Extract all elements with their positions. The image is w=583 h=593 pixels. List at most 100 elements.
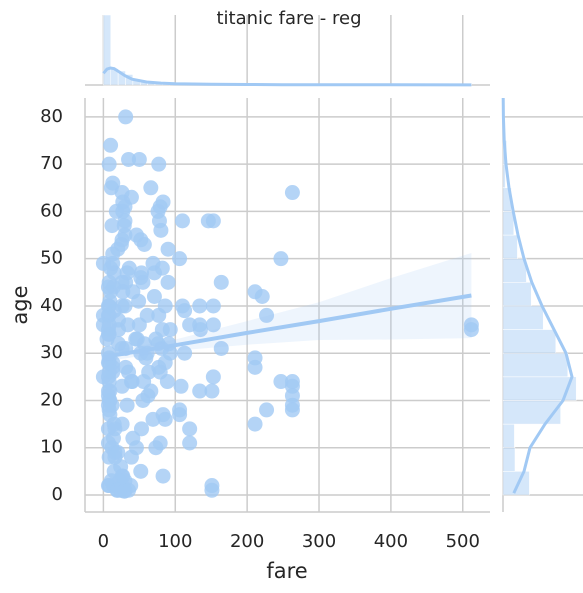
scatter-point: [160, 274, 176, 290]
scatter-point: [100, 298, 116, 314]
y-tick-label: 0: [52, 484, 63, 505]
histogram-bar: [502, 447, 516, 472]
scatter-point: [157, 411, 173, 427]
y-tick-label: 70: [40, 153, 63, 174]
scatter-point: [204, 383, 220, 399]
scatter-point: [273, 251, 289, 267]
scatter-point: [259, 402, 275, 418]
scatter-point: [119, 265, 135, 281]
x-tick-label: 300: [302, 531, 336, 552]
x-tick-label: 400: [374, 531, 408, 552]
scatter-point: [150, 203, 166, 219]
histogram-bar: [502, 329, 557, 354]
scatter-point: [103, 137, 119, 153]
scatter-point: [162, 322, 178, 338]
scatter-point: [155, 468, 171, 484]
scatter-point: [95, 255, 111, 271]
histogram-bar: [502, 258, 527, 283]
scatter-point: [104, 218, 120, 234]
scatter-point: [113, 237, 129, 253]
scatter-point: [116, 218, 132, 234]
y-tick-label: 20: [40, 389, 63, 410]
y-tick-label: 30: [40, 342, 63, 363]
scatter-point: [247, 359, 263, 375]
scatter-point: [151, 156, 167, 172]
scatter-point: [118, 109, 134, 125]
scatter-point: [123, 189, 139, 205]
scatter-point: [204, 482, 220, 498]
scatter-point: [145, 411, 161, 427]
scatter-point: [108, 203, 124, 219]
scatter-point: [146, 288, 162, 304]
confidence-band: [103, 253, 472, 362]
scatter-point: [182, 421, 198, 437]
kde-curve: [501, 97, 574, 494]
scatter-point: [120, 317, 136, 333]
scatter-point: [160, 241, 176, 257]
chart-title: titanic fare - reg: [216, 8, 361, 29]
scatter-point: [172, 251, 188, 267]
scatter-point: [463, 317, 479, 333]
scatter-point: [213, 274, 229, 290]
scatter-point: [247, 416, 263, 432]
scatter-point: [135, 274, 151, 290]
scatter-point: [128, 227, 144, 243]
histogram-bar: [103, 14, 112, 86]
scatter-point: [182, 435, 198, 451]
scatter-point: [192, 383, 208, 399]
y-tick-label: 40: [40, 295, 63, 316]
scatter-point: [254, 288, 270, 304]
scatter-point: [182, 317, 198, 333]
x-tick-label: 0: [98, 531, 109, 552]
scatter-point: [128, 440, 144, 456]
scatter-point: [121, 151, 137, 167]
scatter-point: [105, 175, 121, 191]
scatter-point: [148, 440, 164, 456]
scatter-point: [138, 350, 154, 366]
x-tick-label: 200: [230, 531, 264, 552]
scatter-point: [151, 307, 167, 323]
scatter-point: [133, 463, 149, 479]
scatter-point: [284, 388, 300, 404]
scatter-point: [95, 317, 111, 333]
histogram-bar: [502, 282, 532, 307]
scatter-point: [123, 374, 139, 390]
histogram-bar: [502, 423, 515, 448]
scatter-point: [100, 355, 116, 371]
scatter-point: [213, 340, 229, 356]
scatter-point: [131, 151, 147, 167]
scatter-point: [173, 378, 189, 394]
kde-curve: [102, 66, 472, 87]
histogram-bar: [502, 305, 544, 330]
histogram-bar: [502, 234, 518, 259]
scatter-point: [95, 369, 111, 385]
scatter-point: [143, 383, 159, 399]
scatter-point: [172, 402, 188, 418]
scatter-point: [107, 449, 123, 465]
scatter-point: [174, 213, 190, 229]
y-tick-label: 50: [40, 248, 63, 269]
y-tick-label: 80: [40, 106, 63, 127]
scatter-point: [205, 369, 221, 385]
histogram-bar: [502, 211, 515, 236]
regression-line: [103, 293, 472, 359]
scatter-point: [145, 255, 161, 271]
scatter-point: [99, 331, 115, 347]
scatter-point: [200, 213, 216, 229]
x-axis-label: fare: [266, 559, 307, 583]
scatter-point: [101, 156, 117, 172]
scatter-point: [284, 402, 300, 418]
y-tick-label: 60: [40, 200, 63, 221]
histogram-bar: [502, 352, 569, 378]
scatter-point: [205, 317, 221, 333]
scatter-point: [119, 397, 135, 413]
scatter-point: [128, 331, 144, 347]
scatter-point: [101, 274, 117, 290]
scatter-point: [102, 383, 118, 399]
scatter-point: [100, 435, 116, 451]
y-tick-label: 10: [40, 437, 63, 458]
scatter-point: [192, 298, 208, 314]
scatter-point: [273, 374, 289, 390]
scatter-point: [131, 317, 147, 333]
